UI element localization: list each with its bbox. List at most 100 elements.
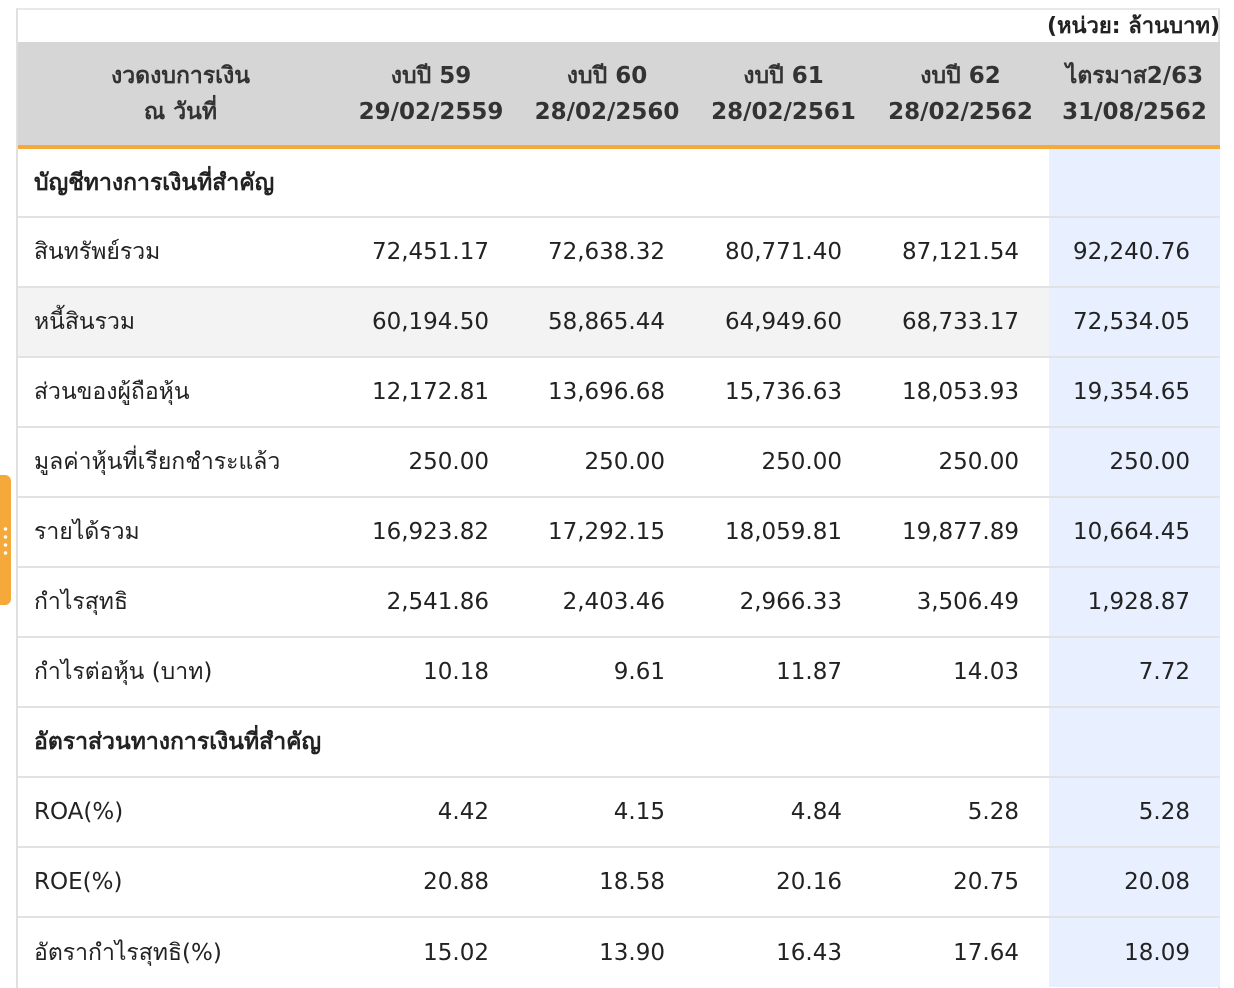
column-header: งบปี 61 28/02/2561 <box>695 42 872 149</box>
cell-value: 250.00 <box>1049 427 1220 498</box>
cell-value: 72,534.05 <box>1049 287 1220 358</box>
cell-value: 13.90 <box>599 939 665 966</box>
cell-value: 20.88 <box>343 847 519 918</box>
column-header-title: งบปี 59 <box>390 62 472 89</box>
row-label: รายได้รวม <box>18 497 343 568</box>
cell-value: 19,354.65 <box>1049 357 1220 428</box>
section-title: อัตราส่วนทางการเงินที่สำคัญ <box>18 707 1049 778</box>
row-label: กำไรสุทธิ <box>18 567 343 638</box>
cell-value: 250.00 <box>519 427 695 498</box>
cell-value: 19,877.89 <box>872 497 1049 568</box>
cell-value: 72,638.32 <box>519 217 695 288</box>
cell-value: 3,506.49 <box>872 567 1049 638</box>
row-label: ROA(%) <box>18 777 343 848</box>
unit-label: (หน่วย: ล้านบาท) <box>1046 14 1220 39</box>
cell-value: 92,240.76 <box>1049 217 1220 288</box>
column-header-date: 29/02/2559 <box>358 98 504 125</box>
empty-cell <box>1049 147 1220 218</box>
cell-value: 18,053.93 <box>872 357 1049 428</box>
row-label: ROE(%) <box>18 847 343 918</box>
period-header-line2: ณ วันที่ <box>143 98 218 125</box>
cell-value: 18,059.81 <box>695 497 872 568</box>
cell-value: 250.00 <box>695 427 872 498</box>
table-row: กำไรต่อหุ้น (บาท) 10.18 9.61 11.87 14.03… <box>18 637 1220 708</box>
cell-value: 5.28 <box>872 777 1049 848</box>
cell-value: 1,928.87 <box>1049 567 1220 638</box>
column-header-title: งบปี 62 <box>920 62 1001 89</box>
table-row: ส่วนของผู้ถือหุ้น 12,172.81 13,696.68 15… <box>18 357 1220 428</box>
table-row: สินทรัพย์รวม 72,451.17 72,638.32 80,771.… <box>18 217 1220 288</box>
cell-value: 64,949.60 <box>695 287 872 358</box>
period-header-line1: งวดงบการเงิน <box>111 62 250 89</box>
column-header-title: ไตรมาส2/63 <box>1065 62 1204 89</box>
cell-value: 2,966.33 <box>695 567 872 638</box>
row-label: กำไรต่อหุ้น (บาท) <box>18 637 343 708</box>
table-row: ROA(%) 4.42 4.15 4.84 5.28 5.28 <box>18 777 1220 848</box>
table-row: กำไรสุทธิ 2,541.86 2,403.46 2,966.33 3,5… <box>18 567 1220 638</box>
column-header-title: งบปี 61 <box>743 62 824 89</box>
financial-table: งวดงบการเงิน ณ วันที่ งบปี 59 29/02/2559… <box>18 42 1220 987</box>
cell-value: 10,664.45 <box>1049 497 1220 568</box>
cell-value: 5.28 <box>1049 777 1220 848</box>
column-header-date: 31/08/2562 <box>1062 98 1207 125</box>
cell-value: 11.87 <box>695 637 872 708</box>
cell-value: 4.15 <box>519 777 695 848</box>
side-feedback-tab[interactable] <box>0 475 11 605</box>
cell-value: 87,121.54 <box>872 217 1049 288</box>
row-label: สินทรัพย์รวม <box>18 217 343 288</box>
column-header: ไตรมาส2/63 31/08/2562 <box>1049 42 1220 149</box>
section-title: บัญชีทางการเงินที่สำคัญ <box>18 147 1049 218</box>
cell-value: 250.00 <box>872 427 1049 498</box>
column-header-date: 28/02/2562 <box>888 98 1033 125</box>
table-row: อัตรากำไรสุทธิ(%) 15.02 13.90 16.43 17.6… <box>18 917 1220 987</box>
cell-value: 10.18 <box>343 637 519 708</box>
table-row: หนี้สินรวม 60,194.50 58,865.44 64,949.60… <box>18 287 1220 358</box>
period-header: งวดงบการเงิน ณ วันที่ <box>18 42 343 149</box>
column-header-title: งบปี 60 <box>566 62 648 89</box>
cell-value: 250.00 <box>343 427 519 498</box>
cell-value: 12,172.81 <box>343 357 519 428</box>
column-header: งบปี 59 29/02/2559 <box>343 42 519 149</box>
column-header: งบปี 62 28/02/2562 <box>872 42 1049 149</box>
table-row: มูลค่าหุ้นที่เรียกชำระแล้ว 250.00 250.00… <box>18 427 1220 498</box>
cell-value: 17,292.15 <box>519 497 695 568</box>
cell-value: 20.16 <box>695 847 872 918</box>
cell-value: 15,736.63 <box>695 357 872 428</box>
cell-value: 60,194.50 <box>343 287 519 358</box>
cell-value: 9.61 <box>519 637 695 708</box>
cell-value: 80,771.40 <box>695 217 872 288</box>
cell-value: 16,923.82 <box>343 497 519 568</box>
cell-value: 18.09 <box>1049 917 1220 987</box>
column-header-date: 28/02/2560 <box>534 98 680 125</box>
cell-value: 58,865.44 <box>519 287 695 358</box>
cell-value: 72,451.17 <box>343 217 519 288</box>
column-header-date: 28/02/2561 <box>711 98 856 125</box>
table-row: รายได้รวม 16,923.82 17,292.15 18,059.81 … <box>18 497 1220 568</box>
cell-value: 13,696.68 <box>519 357 695 428</box>
cell-value: 15.02 <box>423 939 489 966</box>
cell-value: 68,733.17 <box>872 287 1049 358</box>
empty-cell <box>1049 707 1220 778</box>
cell-value: 4.42 <box>343 777 519 848</box>
cell-value: 2,403.46 <box>519 567 695 638</box>
header-row: งวดงบการเงิน ณ วันที่ งบปี 59 29/02/2559… <box>18 42 1220 149</box>
cell-value: 17.64 <box>953 939 1019 966</box>
cell-value: 7.72 <box>1049 637 1220 708</box>
cell-value: 20.75 <box>872 847 1049 918</box>
table-row: ROE(%) 20.88 18.58 20.16 20.75 20.08 <box>18 847 1220 918</box>
row-label: ส่วนของผู้ถือหุ้น <box>18 357 343 428</box>
cell-value: 20.08 <box>1049 847 1220 918</box>
cell-value: 16.43 <box>776 939 842 966</box>
cell-value: 4.84 <box>695 777 872 848</box>
section-row-ratios: อัตราส่วนทางการเงินที่สำคัญ <box>18 707 1220 778</box>
section-row-accounts: บัญชีทางการเงินที่สำคัญ <box>18 147 1220 218</box>
cell-value: 2,541.86 <box>343 567 519 638</box>
cell-value: 18.58 <box>519 847 695 918</box>
column-header: งบปี 60 28/02/2560 <box>519 42 695 149</box>
row-label: หนี้สินรวม <box>18 287 343 358</box>
row-label: มูลค่าหุ้นที่เรียกชำระแล้ว <box>18 427 343 498</box>
row-label: อัตรากำไรสุทธิ(%) <box>34 939 222 966</box>
cell-value: 14.03 <box>872 637 1049 708</box>
grip-dots-icon <box>3 525 8 555</box>
